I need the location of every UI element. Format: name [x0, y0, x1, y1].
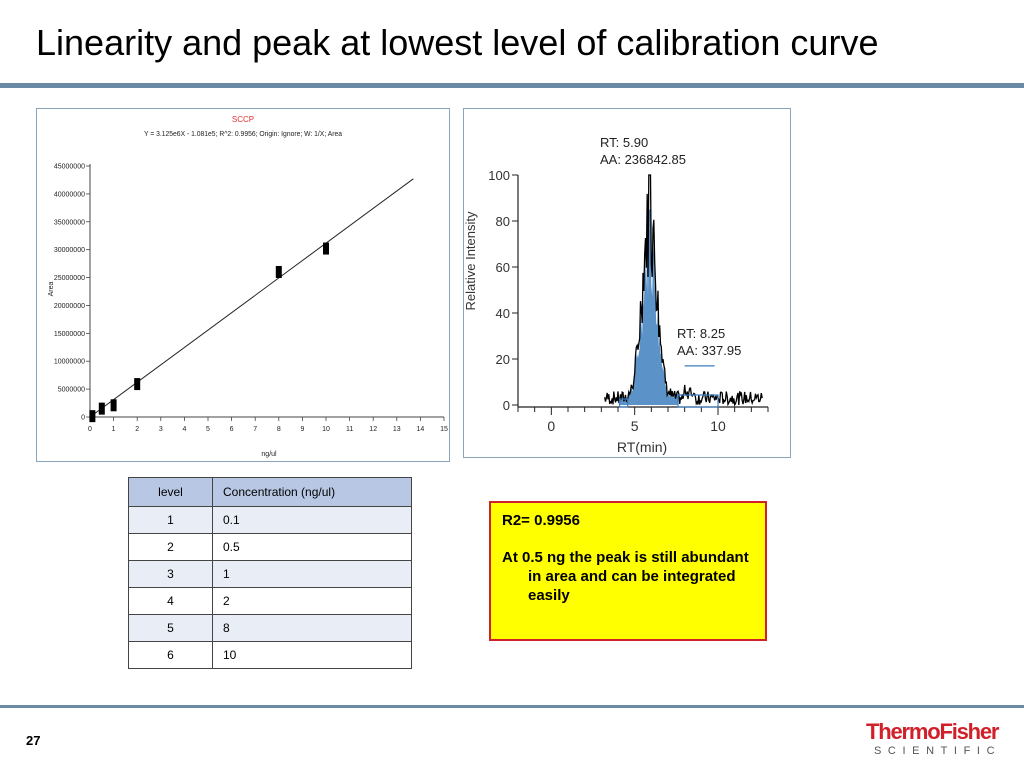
- logo-brand: ThermoFisher: [866, 719, 999, 744]
- concentration-cell: 1: [212, 560, 412, 588]
- x-tick-label: 9: [300, 426, 304, 433]
- x-axis-label: RT(min): [617, 439, 667, 455]
- calibration-curve-chart: SCCP Y = 3.125e6X - 1.081e5; R^2: 0.9956…: [36, 108, 450, 462]
- y-tick-label: 80: [496, 214, 510, 229]
- y-tick-label: 5000000: [58, 387, 85, 394]
- data-point: [110, 399, 117, 412]
- concentration-cell: 10: [212, 641, 412, 669]
- level-column-header: level: [128, 477, 213, 507]
- callout-note: At 0.5 ng the peak is still abundant in …: [502, 549, 749, 604]
- page-number: 27: [26, 733, 41, 748]
- y-tick-label: 30000000: [54, 247, 85, 254]
- concentration-cell: 0.1: [212, 506, 412, 534]
- peak-annotation-rt: RT: 8.25: [677, 326, 725, 341]
- integration-start-marker: [619, 398, 629, 408]
- concentration-column-header: Concentration (ng/ul): [212, 477, 412, 507]
- table-row: 6 10: [128, 641, 412, 669]
- x-tick-label: 8: [277, 426, 281, 433]
- y-tick-label: 35000000: [54, 219, 85, 226]
- data-point: [89, 410, 96, 423]
- y-tick-label: 40000000: [54, 191, 85, 198]
- y-tick-label: 45000000: [54, 164, 85, 171]
- concentration-cell: 0.5: [212, 533, 412, 561]
- y-tick-label: 40: [496, 306, 510, 321]
- calibration-curve-svg: SCCP Y = 3.125e6X - 1.081e5; R^2: 0.9956…: [48, 115, 448, 458]
- slide-title: Linearity and peak at lowest level of ca…: [36, 22, 879, 63]
- summary-callout: R2= 0.9956 At 0.5 ng the peak is still a…: [489, 501, 767, 641]
- concentration-cell: 2: [212, 587, 412, 615]
- footer-divider: [0, 705, 1024, 708]
- y-tick-label: 15000000: [54, 331, 85, 338]
- peak-annotation-area: AA: 236842.85: [600, 152, 686, 167]
- thermo-fisher-logo: ThermoFisher SCIENTIFIC: [866, 720, 1010, 760]
- r2-value: R2= 0.9956: [502, 512, 580, 529]
- y-tick-label: 60: [496, 260, 510, 275]
- data-point: [98, 402, 105, 415]
- level-cell: 6: [128, 641, 213, 669]
- x-tick-label: 14: [417, 426, 425, 433]
- x-tick-label: 0: [88, 426, 92, 433]
- table-row: 1 0.1: [128, 506, 412, 534]
- level-cell: 2: [128, 533, 213, 561]
- intensity-trace: [604, 174, 763, 407]
- x-tick-label: 4: [182, 426, 186, 433]
- data-point: [275, 265, 282, 278]
- x-tick-label: 10: [322, 426, 330, 433]
- x-tick-label: 11: [346, 426, 353, 433]
- peak-chromatogram-chart: Relative Intensity RT(min) 0 20 40 60 80 100 0…: [463, 108, 791, 458]
- y-tick-label: 20: [496, 352, 510, 367]
- peak-annotation-rt: RT: 5.90: [600, 135, 648, 150]
- chart-title: SCCP: [232, 115, 254, 124]
- y-tick-label: 0: [81, 415, 85, 422]
- concentration-cell: 8: [212, 614, 412, 642]
- table-header-row: level Concentration (ng/ul): [128, 477, 412, 507]
- x-tick-label: 7: [253, 426, 257, 433]
- y-tick-label: 10000000: [54, 359, 85, 366]
- level-cell: 5: [128, 614, 213, 642]
- x-tick-label: 3: [159, 426, 163, 433]
- x-tick-label: 0: [547, 418, 555, 434]
- x-tick-label: 6: [230, 426, 234, 433]
- y-tick-label: 20000000: [54, 303, 85, 310]
- data-point: [323, 242, 329, 255]
- x-tick-label: 5: [631, 418, 639, 434]
- levels-table: level Concentration (ng/ul) 1 0.1 2 0.5 3 1 4 2…: [128, 477, 412, 669]
- table-row: 2 0.5: [128, 533, 412, 561]
- y-tick-label: 25000000: [54, 275, 85, 282]
- data-point: [134, 378, 141, 391]
- peak-area: [619, 209, 678, 405]
- x-tick-label: 2: [135, 426, 139, 433]
- x-tick-label: 5: [206, 426, 210, 433]
- level-cell: 4: [128, 587, 213, 615]
- x-tick-label: 15: [440, 426, 448, 433]
- y-tick-label: 100: [488, 168, 510, 183]
- y-axis-label: Area: [48, 282, 55, 297]
- level-cell: 3: [128, 560, 213, 588]
- x-tick-label: 10: [710, 418, 726, 434]
- x-axis-label: ng/ul: [261, 451, 277, 458]
- chart-subtitle: Y = 3.125e6X - 1.081e5; R^2: 0.9956; Ori…: [144, 131, 342, 138]
- logo-subtitle: SCIENTIFIC: [874, 745, 1002, 757]
- peak-chromatogram-svg: Relative Intensity RT(min) 0 20 40 60 80 100 0…: [464, 135, 769, 455]
- x-tick-label: 12: [369, 426, 377, 433]
- peak-annotation-area: AA: 337.95: [677, 343, 741, 358]
- y-axis-label: Relative Intensity: [464, 211, 478, 310]
- x-tick-label: 13: [393, 426, 401, 433]
- y-tick-label: 0: [503, 398, 510, 413]
- level-cell: 1: [128, 506, 213, 534]
- title-divider: [0, 83, 1024, 88]
- integration-end-marker: [677, 394, 719, 408]
- fit-line: [89, 178, 414, 418]
- x-tick-label: 1: [112, 426, 116, 433]
